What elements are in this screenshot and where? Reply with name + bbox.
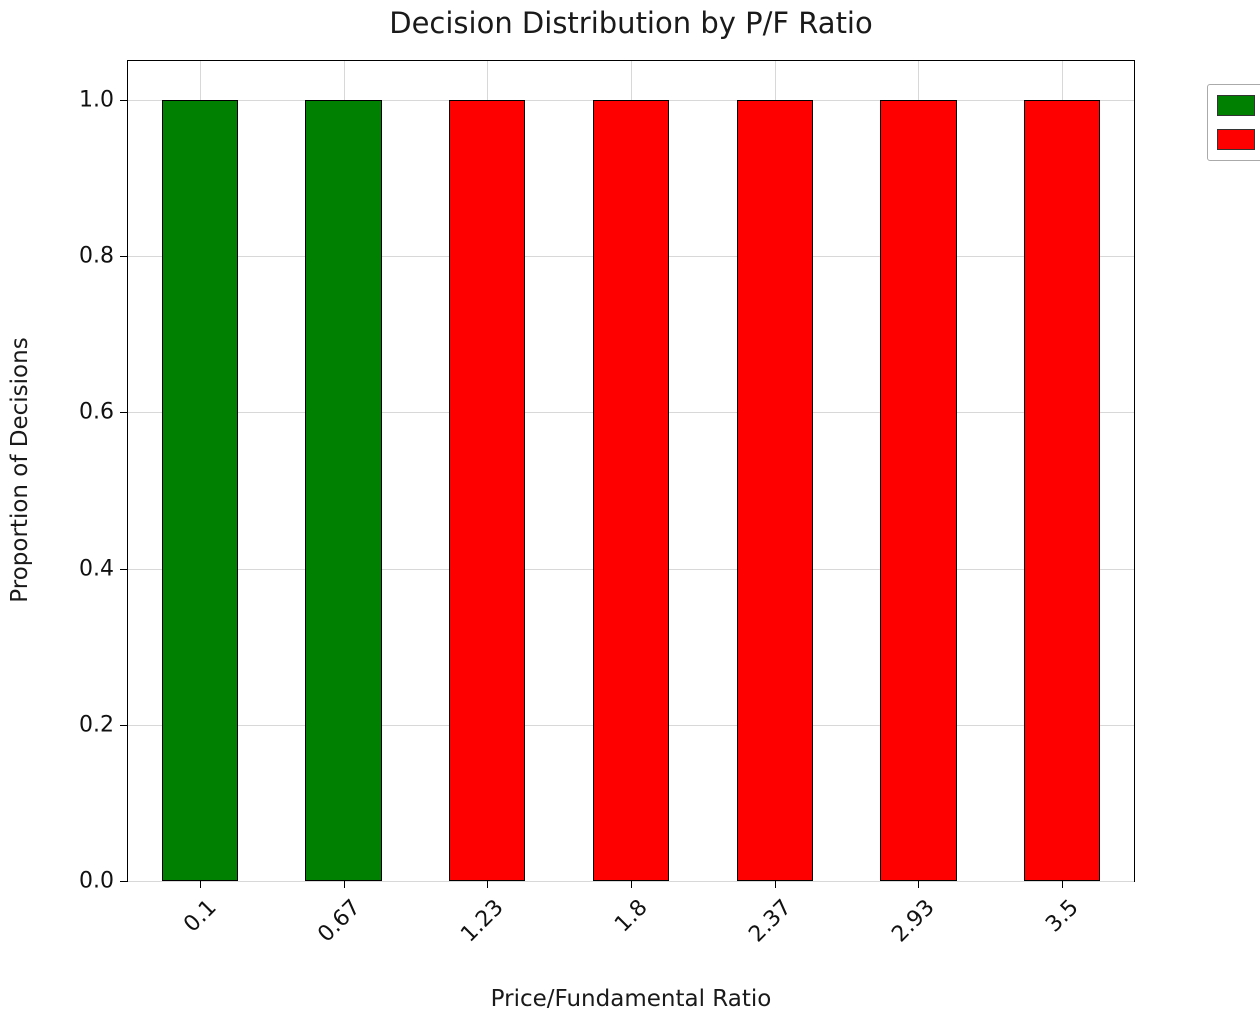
x-tick-mark: [918, 881, 920, 888]
legend: [1207, 84, 1260, 161]
y-tick-label: 0.6: [79, 399, 114, 425]
y-tick-mark: [120, 881, 127, 882]
x-tick-label: 2.93: [887, 895, 941, 948]
bar: [592, 100, 670, 881]
bar: [880, 100, 957, 881]
x-tick-mark: [631, 881, 632, 888]
x-tick-label: 3.5: [1041, 895, 1084, 938]
x-tick-mark: [199, 881, 201, 888]
bar: [161, 100, 238, 881]
x-tick-label: 1.23: [456, 895, 509, 948]
legend-item: [1217, 95, 1260, 116]
bar: [736, 100, 813, 881]
x-tick-label: 2.37: [744, 895, 797, 948]
y-tick-mark: [120, 568, 127, 570]
y-tick-label: 1.0: [79, 87, 114, 113]
x-tick-mark: [487, 881, 489, 888]
y-tick-label: 0.0: [79, 868, 114, 894]
y-tick-mark: [120, 724, 127, 726]
legend-swatch: [1217, 95, 1255, 116]
x-tick-label: 0.67: [312, 895, 366, 948]
bar: [1024, 100, 1101, 881]
y-tick-mark: [120, 256, 127, 258]
x-tick-mark: [343, 881, 345, 888]
y-tick-label: 0.4: [79, 556, 114, 582]
x-tick-label: 0.1: [179, 895, 222, 938]
chart-title: Decision Distribution by P/F Ratio: [389, 6, 873, 40]
y-axis-label: Proportion of Decisions: [7, 337, 33, 603]
y-tick-mark: [120, 100, 127, 102]
legend-swatch: [1217, 129, 1255, 150]
x-axis-label: Price/Fundamental Ratio: [490, 986, 772, 1012]
bar: [449, 100, 526, 881]
legend-item: [1217, 129, 1260, 150]
bar: [305, 100, 382, 881]
y-tick-mark: [120, 412, 127, 414]
plot-area: 0.0 0.2 0.4 0.6 0.8 1.0 0.1 0.67 1.23 1.8 2.37 2.93…: [79, 60, 1135, 947]
x-tick-mark: [774, 881, 776, 888]
x-tick-label: 1.8: [610, 895, 653, 938]
y-tick-label: 0.2: [79, 712, 114, 738]
y-tick-label: 0.8: [79, 243, 114, 269]
x-tick-mark: [1062, 881, 1064, 888]
